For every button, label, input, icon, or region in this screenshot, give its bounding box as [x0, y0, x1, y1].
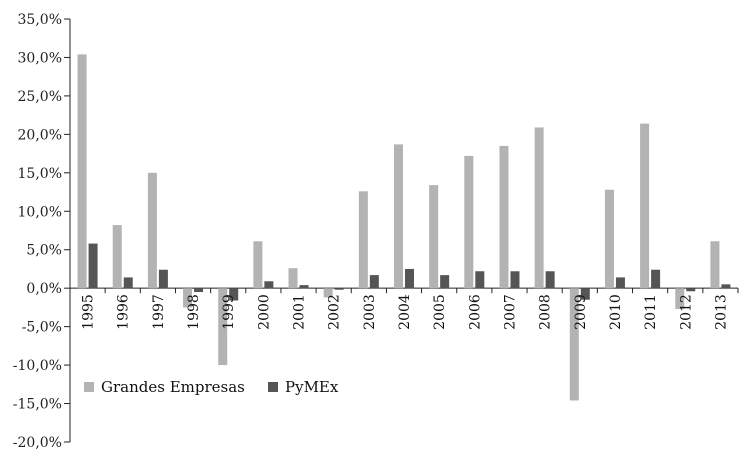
- y-tick-label: 10,0%: [18, 204, 62, 220]
- bar-pymex-2000: [264, 281, 274, 289]
- bar-grandes-empresas-2010: [604, 189, 614, 289]
- bars: [77, 54, 731, 401]
- y-tick-label: -15,0%: [13, 397, 62, 413]
- x-tick-label: 2009: [573, 294, 589, 330]
- bar-grandes-empresas-2007: [499, 145, 509, 289]
- bar-pymex-1997: [158, 269, 168, 289]
- bar-pymex-2001: [299, 285, 309, 289]
- bar-pymex-2007: [510, 271, 520, 289]
- bar-grandes-empresas-1996: [112, 225, 122, 289]
- bar-grandes-empresas-1999: [218, 288, 228, 366]
- y-tick-label: 0,0%: [26, 281, 62, 297]
- y-tick-label: -20,0%: [13, 435, 62, 451]
- bar-grandes-empresas-2000: [253, 241, 263, 289]
- bar-grandes-empresas-2009: [569, 288, 579, 401]
- bar-pymex-2010: [615, 277, 625, 289]
- legend-label: PyMEx: [285, 378, 339, 396]
- bar-grandes-empresas-2001: [288, 268, 298, 289]
- bar-pymex-2002: [334, 288, 344, 290]
- bar-pymex-2004: [405, 268, 414, 289]
- bar-grandes-empresas-2013: [710, 241, 720, 289]
- y-tick-label: -10,0%: [13, 358, 62, 374]
- bar-pymex-2005: [440, 275, 450, 289]
- bar-grandes-empresas-2004: [394, 144, 403, 289]
- legend: Grandes Empresas PyMEx: [84, 378, 339, 396]
- bar-grandes-empresas-2002: [323, 288, 333, 298]
- y-tick-label: 30,0%: [18, 50, 62, 66]
- bar-pymex-2006: [475, 271, 485, 289]
- x-tick-label: 2004: [397, 294, 413, 330]
- x-tick-label: 2002: [327, 294, 343, 330]
- x-tick-label: 2001: [292, 294, 308, 330]
- x-tick-label: 2013: [713, 294, 729, 330]
- legend-label: Grandes Empresas: [101, 378, 245, 396]
- x-tick-label: 2008: [538, 294, 554, 330]
- x-tick-label: 2005: [432, 294, 448, 330]
- y-axis: -20,0% -15,0% -10,0% -5,0% 0,0% 5,0% 10,0% 15,0…: [13, 12, 738, 451]
- legend-swatch: [84, 382, 94, 392]
- bar-grandes-empresas-2003: [358, 191, 368, 289]
- bar-pymex-1995: [88, 243, 98, 289]
- bar-grandes-empresas-1998: [183, 288, 193, 308]
- x-tick-label: 2010: [608, 294, 624, 330]
- bar-grandes-empresas-1995: [77, 54, 87, 289]
- x-tick-label: 2007: [502, 294, 518, 330]
- bar-grandes-empresas-2008: [534, 127, 544, 289]
- bar-grandes-empresas-2011: [640, 123, 650, 289]
- bar-pymex-2008: [545, 271, 555, 289]
- y-tick-label: 20,0%: [18, 127, 62, 143]
- x-tick-label: 2006: [467, 294, 483, 330]
- y-tick-label: 25,0%: [18, 89, 62, 105]
- x-axis-labels: 1995 1996 1997 1998 1999 2000 2001 2002 2003 2004…: [81, 288, 739, 330]
- x-tick-label: 2012: [678, 294, 694, 330]
- bar-pymex-2003: [369, 275, 379, 289]
- x-tick-label: 1997: [151, 294, 167, 330]
- bar-pymex-1996: [123, 277, 133, 289]
- y-tick-label: -5,0%: [22, 320, 62, 336]
- bar-pymex-2011: [651, 269, 661, 289]
- x-tick-label: 2003: [362, 294, 378, 330]
- x-tick-label: 1996: [116, 294, 132, 330]
- x-tick-label: 2011: [643, 294, 659, 330]
- bar-pymex-2013: [721, 284, 731, 289]
- bar-pymex-2012: [686, 288, 696, 292]
- bar-grandes-empresas-2005: [429, 185, 439, 289]
- bar-grandes-empresas-2006: [464, 155, 474, 289]
- y-tick-label: 35,0%: [18, 12, 62, 28]
- y-tick-label: 5,0%: [26, 243, 62, 259]
- bar-grandes-empresas-2012: [675, 288, 685, 309]
- bar-grandes-empresas-1997: [147, 172, 157, 289]
- x-tick-label: 1998: [186, 294, 202, 330]
- x-tick-label: 1999: [221, 294, 237, 330]
- bar-pymex-1998: [194, 288, 204, 293]
- y-tick-label: 15,0%: [18, 166, 62, 182]
- legend-swatch: [268, 382, 278, 392]
- x-tick-label: 1995: [81, 294, 97, 330]
- x-tick-label: 2000: [256, 294, 272, 330]
- bar-pymex-1999: [229, 288, 239, 301]
- bar-pymex-2009: [580, 288, 590, 300]
